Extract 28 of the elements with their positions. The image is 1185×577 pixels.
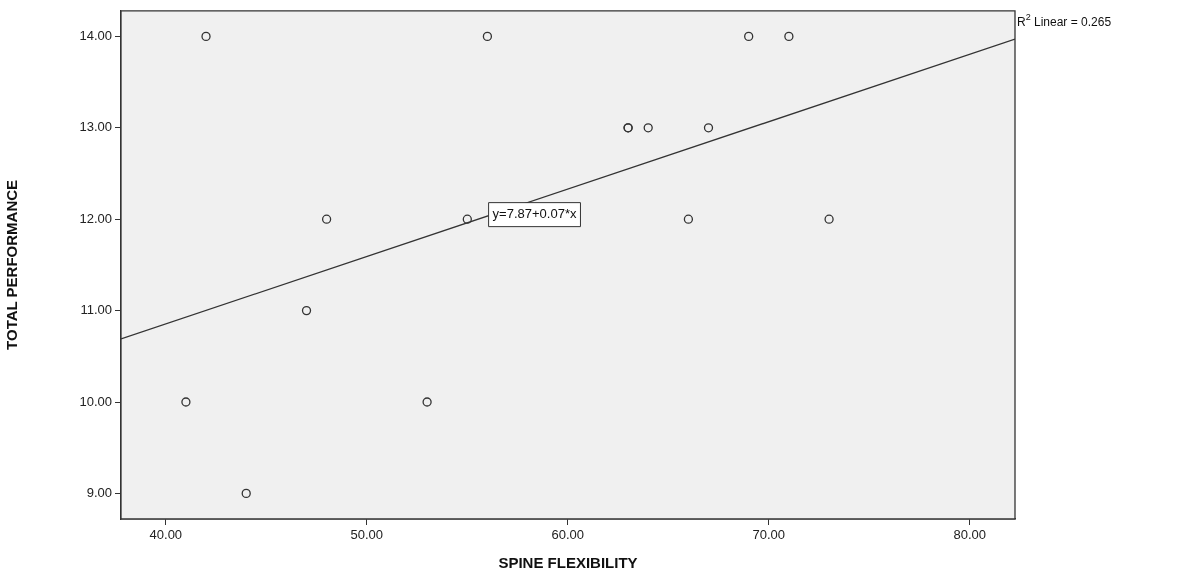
y-tick-label: 14.00 [79, 27, 112, 43]
point [643, 123, 653, 133]
point [744, 31, 754, 42]
x-tick-label: 80.00 [953, 527, 987, 543]
point [462, 214, 472, 224]
point [683, 214, 694, 224]
x-tick-label: 50.00 [350, 527, 384, 543]
y-tick-label: 13.00 [79, 119, 112, 135]
point [321, 214, 332, 224]
point [703, 123, 714, 133]
point [482, 31, 493, 42]
y-tick-label: 11.00 [80, 302, 112, 318]
point [201, 31, 211, 42]
point [784, 31, 794, 42]
point [241, 488, 251, 499]
y-axis-title: TOTAL PERFORMANCE [3, 179, 21, 350]
y-tick-label: 10.00 [79, 393, 112, 409]
annotation: y=7.87+0.07*x [492, 206, 577, 222]
y-tick-label: 12.00 [79, 210, 112, 226]
x-tick-label: 40.00 [149, 527, 183, 543]
x-tick-label: 70.00 [752, 527, 786, 543]
point [824, 214, 834, 224]
x-axis-title: SPINE FLEXIBILITY [498, 554, 638, 572]
point [422, 397, 432, 407]
point [301, 305, 312, 316]
point [181, 397, 191, 407]
x-tick-label: 60.00 [551, 527, 585, 543]
y-tick-label: 9.00 [86, 484, 112, 500]
